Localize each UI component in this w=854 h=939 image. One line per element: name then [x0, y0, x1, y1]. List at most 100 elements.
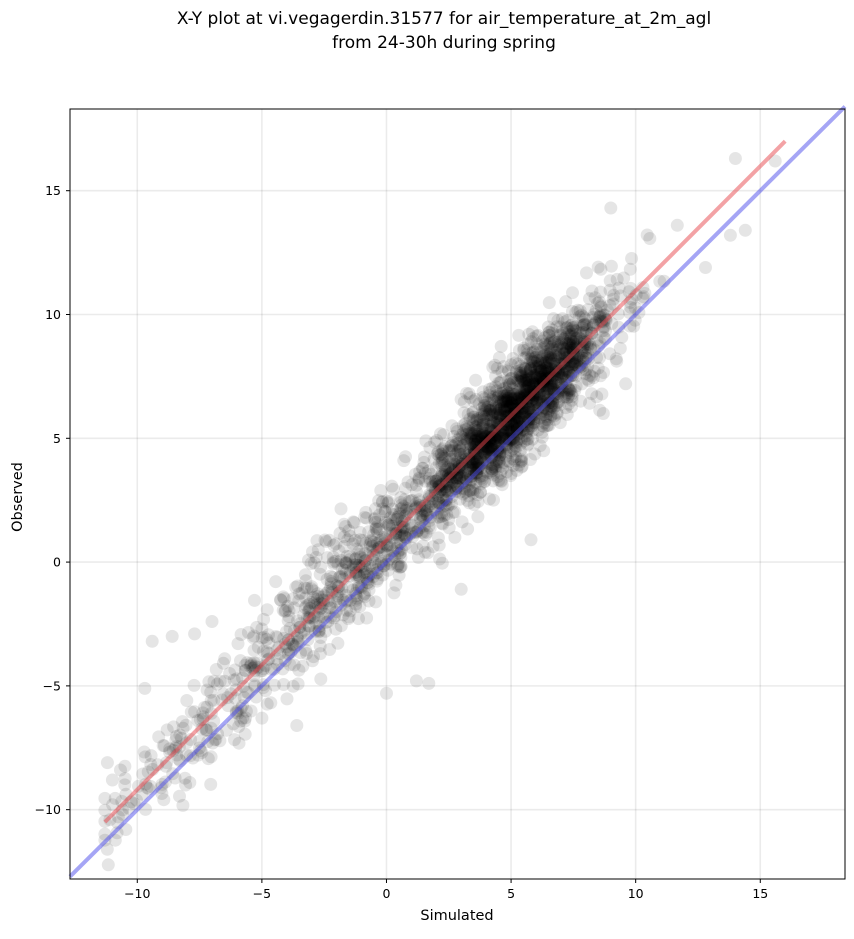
data-point [519, 426, 533, 440]
data-point [327, 611, 341, 625]
data-point [471, 510, 485, 524]
data-point [559, 295, 573, 309]
data-point [343, 553, 356, 567]
data-point [503, 446, 517, 460]
data-point [180, 694, 194, 707]
data-point [291, 677, 305, 691]
data-point [368, 512, 382, 526]
data-point [380, 686, 393, 700]
data-point [469, 463, 483, 477]
data-point [471, 495, 485, 509]
data-point [531, 370, 545, 384]
data-point [332, 544, 346, 558]
data-point [358, 587, 372, 600]
data-point [470, 429, 484, 443]
data-point [450, 422, 463, 436]
data-point [598, 312, 612, 325]
data-point [509, 387, 523, 401]
data-point [461, 522, 475, 536]
data-point [548, 412, 562, 426]
data-point [494, 339, 508, 353]
data-point [238, 658, 252, 672]
data-point [528, 404, 542, 418]
data-point [584, 340, 598, 354]
data-point [296, 659, 310, 673]
data-point [490, 384, 504, 398]
data-point [541, 406, 555, 420]
data-point [542, 296, 556, 310]
data-point [395, 528, 409, 542]
data-point [482, 389, 496, 403]
data-point [531, 354, 545, 368]
data-point [422, 471, 436, 485]
data-point [145, 634, 159, 648]
data-point [175, 715, 189, 729]
data-point [232, 736, 246, 750]
data-point [306, 545, 319, 559]
data-point [466, 410, 480, 424]
data-point [489, 459, 503, 473]
data-point [502, 380, 516, 394]
data-point [550, 329, 564, 343]
data-point [542, 329, 556, 342]
data-point [501, 454, 515, 468]
data-point [638, 286, 652, 300]
data-point [472, 397, 486, 411]
data-point [466, 406, 480, 420]
data-point [514, 388, 528, 402]
data-point [530, 364, 544, 378]
data-point [424, 467, 438, 481]
data-point [488, 405, 502, 419]
data-point [282, 610, 296, 624]
data-point [491, 407, 505, 421]
data-point [250, 620, 264, 634]
data-point [482, 433, 496, 447]
data-point [473, 485, 487, 499]
data-point [569, 331, 583, 345]
data-point [523, 375, 537, 389]
data-point [471, 427, 485, 441]
data-point [282, 604, 296, 618]
data-point [487, 493, 500, 507]
data-point [540, 338, 554, 352]
data-point [536, 363, 550, 376]
data-point [457, 395, 471, 409]
data-point [470, 412, 484, 426]
data-point [412, 473, 426, 487]
data-point [394, 491, 408, 504]
data-point [478, 422, 492, 436]
data-point [302, 597, 316, 611]
data-point [613, 341, 627, 355]
data-point [167, 720, 181, 734]
data-point [562, 337, 576, 351]
data-point [207, 693, 221, 707]
data-point [521, 432, 535, 446]
data-point [390, 511, 404, 525]
data-point [394, 502, 408, 516]
data-point [337, 530, 351, 544]
data-point [364, 534, 378, 547]
data-point [469, 429, 483, 443]
data-point [506, 442, 520, 456]
data-point [585, 284, 599, 298]
data-point [565, 387, 579, 401]
data-point [470, 456, 484, 469]
data-point [202, 675, 216, 689]
data-point [590, 333, 604, 347]
data-point [257, 612, 271, 626]
data-point [560, 314, 574, 328]
data-point [508, 444, 522, 457]
data-point [560, 341, 574, 355]
data-point [137, 745, 151, 759]
data-point [494, 474, 508, 488]
data-point [437, 444, 451, 458]
data-point [512, 404, 526, 418]
data-point [543, 347, 557, 361]
data-point [326, 550, 340, 564]
data-point [347, 516, 361, 530]
data-point [518, 384, 532, 398]
data-point [558, 364, 572, 378]
data-point [435, 443, 449, 457]
data-point [543, 337, 557, 350]
data-point [405, 478, 419, 492]
